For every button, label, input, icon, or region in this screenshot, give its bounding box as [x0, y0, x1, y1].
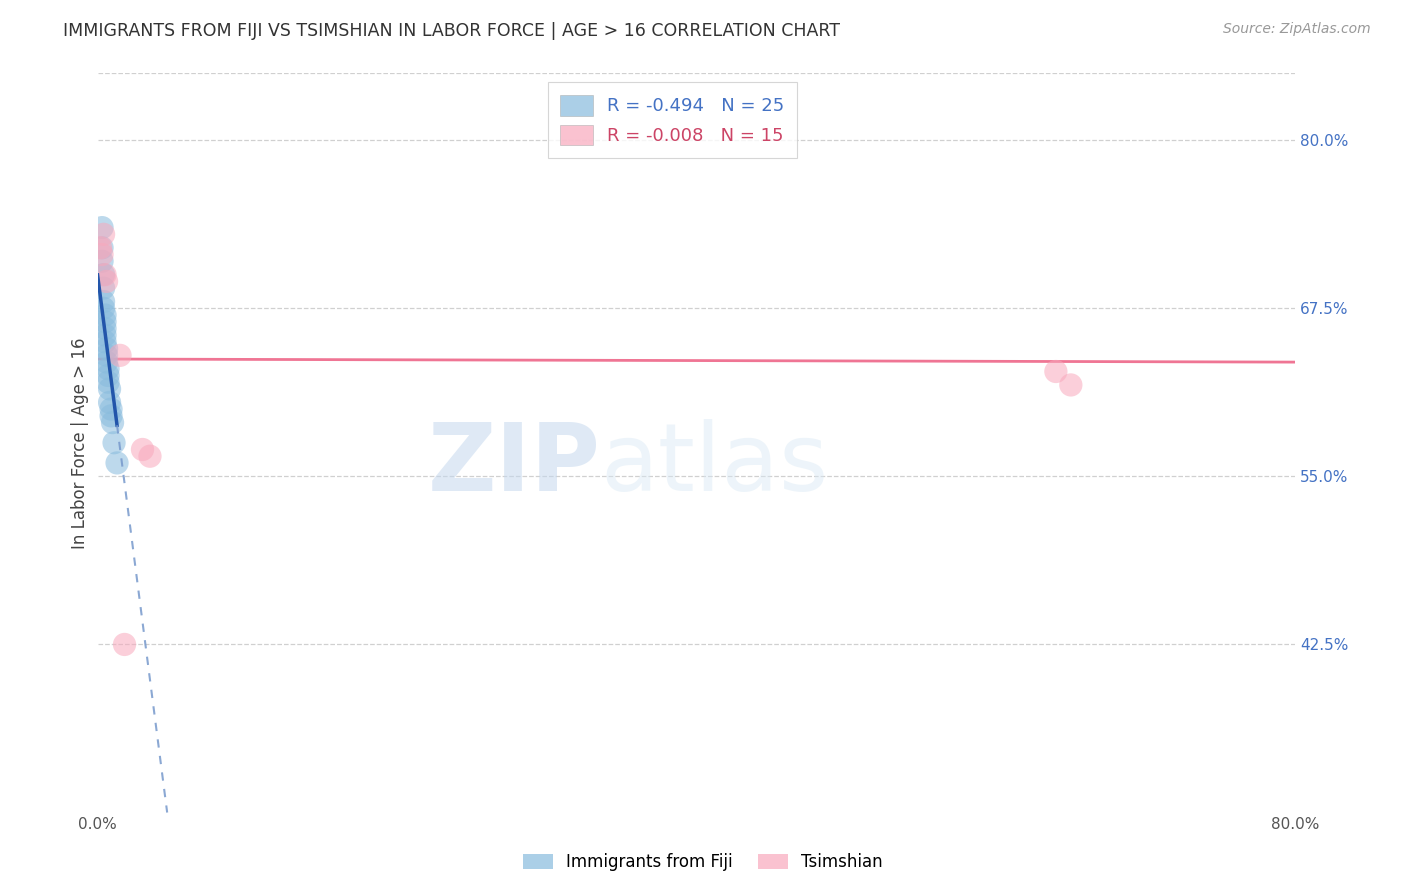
- Text: IMMIGRANTS FROM FIJI VS TSIMSHIAN IN LABOR FORCE | AGE > 16 CORRELATION CHART: IMMIGRANTS FROM FIJI VS TSIMSHIAN IN LAB…: [63, 22, 841, 40]
- Point: [94, 334, 117, 349]
- Point: [96, 274, 118, 288]
- Point: [96, 348, 118, 362]
- Point: [91, 247, 114, 261]
- Text: Source: ZipAtlas.com: Source: ZipAtlas.com: [1223, 22, 1371, 37]
- Y-axis label: In Labor Force | Age > 16: In Labor Force | Age > 16: [72, 337, 89, 549]
- Point: [96, 355, 118, 369]
- Point: [103, 435, 125, 450]
- Point: [139, 449, 162, 463]
- Point: [97, 376, 120, 390]
- Point: [91, 254, 114, 268]
- Point: [98, 395, 121, 409]
- Point: [97, 368, 120, 383]
- Point: [94, 321, 117, 335]
- Point: [94, 328, 117, 343]
- Point: [108, 348, 131, 362]
- Point: [100, 402, 122, 417]
- Point: [93, 227, 115, 242]
- Point: [90, 241, 112, 255]
- Point: [1060, 378, 1083, 392]
- Point: [93, 268, 115, 282]
- Point: [91, 220, 114, 235]
- Point: [98, 382, 121, 396]
- Legend: Immigrants from Fiji, Tsimshian: Immigrants from Fiji, Tsimshian: [515, 845, 891, 880]
- Text: atlas: atlas: [600, 419, 830, 511]
- Text: ZIP: ZIP: [427, 419, 600, 511]
- Point: [93, 281, 115, 295]
- Point: [114, 637, 136, 651]
- Legend: R = -0.494   N = 25, R = -0.008   N = 15: R = -0.494 N = 25, R = -0.008 N = 15: [548, 82, 797, 158]
- Point: [97, 361, 120, 376]
- Point: [94, 268, 117, 282]
- Point: [91, 241, 114, 255]
- Point: [101, 416, 124, 430]
- Point: [94, 308, 117, 322]
- Point: [93, 294, 115, 309]
- Point: [96, 342, 118, 356]
- Point: [100, 409, 122, 423]
- Point: [1045, 364, 1067, 378]
- Point: [94, 315, 117, 329]
- Point: [93, 301, 115, 316]
- Point: [131, 442, 153, 457]
- Point: [105, 456, 128, 470]
